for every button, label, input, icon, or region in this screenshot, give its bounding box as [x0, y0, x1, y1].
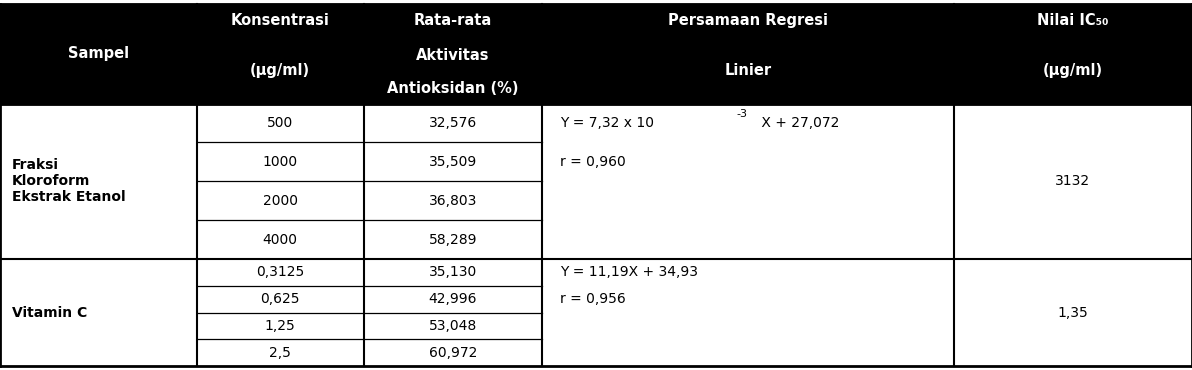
Text: 42,996: 42,996	[429, 292, 477, 306]
Text: Persamaan Regresi: Persamaan Regresi	[668, 13, 828, 28]
Text: Rata-rata: Rata-rata	[414, 13, 492, 28]
Text: 2,5: 2,5	[269, 346, 291, 360]
Text: 0,3125: 0,3125	[256, 265, 304, 279]
Text: 53,048: 53,048	[429, 319, 477, 333]
Text: 0,625: 0,625	[260, 292, 300, 306]
Text: (μg/ml): (μg/ml)	[1043, 63, 1103, 78]
Text: 2000: 2000	[262, 194, 298, 208]
Text: 1,35: 1,35	[1057, 306, 1088, 320]
Text: 1,25: 1,25	[265, 319, 296, 333]
Bar	[0, 4, 1192, 104]
Text: r = 0,960: r = 0,960	[560, 155, 626, 169]
Text: -3: -3	[737, 109, 747, 119]
Text: Antioksidan (%): Antioksidan (%)	[387, 81, 519, 96]
Text: 4000: 4000	[262, 233, 298, 246]
Text: 60,972: 60,972	[429, 346, 477, 360]
Text: Konsentrasi: Konsentrasi	[231, 13, 329, 28]
Text: 35,130: 35,130	[429, 265, 477, 279]
Text: Y = 11,19X + 34,93: Y = 11,19X + 34,93	[560, 265, 699, 279]
Text: Vitamin C: Vitamin C	[12, 306, 87, 320]
Text: 3132: 3132	[1055, 174, 1091, 188]
Text: Aktivitas: Aktivitas	[416, 48, 490, 63]
Text: (μg/ml): (μg/ml)	[250, 63, 310, 78]
Text: 36,803: 36,803	[429, 194, 477, 208]
Text: Y = 7,32 x 10: Y = 7,32 x 10	[560, 116, 654, 130]
Text: X + 27,072: X + 27,072	[757, 116, 839, 130]
Text: 58,289: 58,289	[429, 233, 477, 246]
Text: Nilai IC₅₀: Nilai IC₅₀	[1037, 13, 1109, 28]
Text: Fraksi
Kloroform
Ekstrak Etanol: Fraksi Kloroform Ekstrak Etanol	[12, 158, 125, 205]
Text: 32,576: 32,576	[429, 116, 477, 130]
Text: Sampel: Sampel	[68, 46, 129, 61]
Text: r = 0,956: r = 0,956	[560, 292, 626, 306]
Text: 500: 500	[267, 116, 293, 130]
Text: 35,509: 35,509	[429, 155, 477, 169]
Text: Linier: Linier	[725, 63, 771, 78]
Text: 1000: 1000	[262, 155, 298, 169]
